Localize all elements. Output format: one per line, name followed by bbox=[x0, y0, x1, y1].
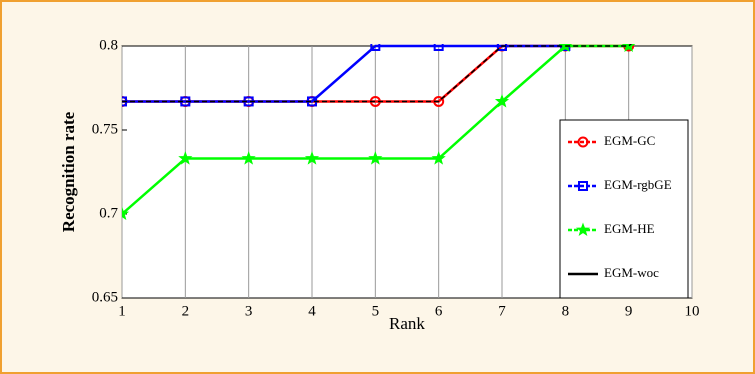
x-tick-label: 10 bbox=[685, 303, 700, 319]
legend-label: EGM-woc bbox=[604, 265, 659, 280]
y-tick-label: 0.75 bbox=[92, 121, 118, 137]
x-tick-label: 2 bbox=[182, 303, 190, 319]
y-axis-label: Recognition rate bbox=[59, 111, 78, 232]
marker bbox=[370, 44, 381, 51]
marker bbox=[575, 222, 591, 237]
x-tick-label: 6 bbox=[435, 303, 443, 319]
x-tick-label: 9 bbox=[625, 303, 633, 319]
series-line bbox=[122, 44, 633, 103]
marker bbox=[431, 151, 446, 165]
y-tick-label: 0.8 bbox=[99, 37, 118, 53]
legend-box bbox=[559, 119, 689, 299]
marker bbox=[122, 206, 130, 221]
x-tick-label: 1 bbox=[118, 303, 126, 319]
y-tick-label: 0.7 bbox=[99, 205, 118, 221]
marker bbox=[433, 44, 444, 51]
legend-label: EGM-rgbGE bbox=[604, 177, 672, 192]
x-tick-label: 4 bbox=[308, 303, 316, 319]
legend-label: EGM-HE bbox=[604, 221, 655, 236]
x-tick-label: 5 bbox=[372, 303, 380, 319]
marker bbox=[304, 151, 320, 165]
series-line bbox=[122, 44, 570, 103]
marker bbox=[578, 181, 588, 191]
marker bbox=[494, 93, 510, 108]
series-line bbox=[122, 44, 633, 215]
x-tick-label: 7 bbox=[498, 303, 506, 319]
marker bbox=[178, 151, 193, 165]
x-tick-label: 3 bbox=[245, 303, 253, 319]
y-tick-label: 0.65 bbox=[92, 289, 118, 305]
marker bbox=[241, 151, 256, 165]
x-axis-label: Rank bbox=[389, 314, 425, 333]
x-tick-label: 8 bbox=[562, 303, 570, 319]
marker bbox=[368, 151, 383, 165]
legend-label: EGM-GC bbox=[604, 133, 655, 148]
marker bbox=[577, 136, 589, 148]
